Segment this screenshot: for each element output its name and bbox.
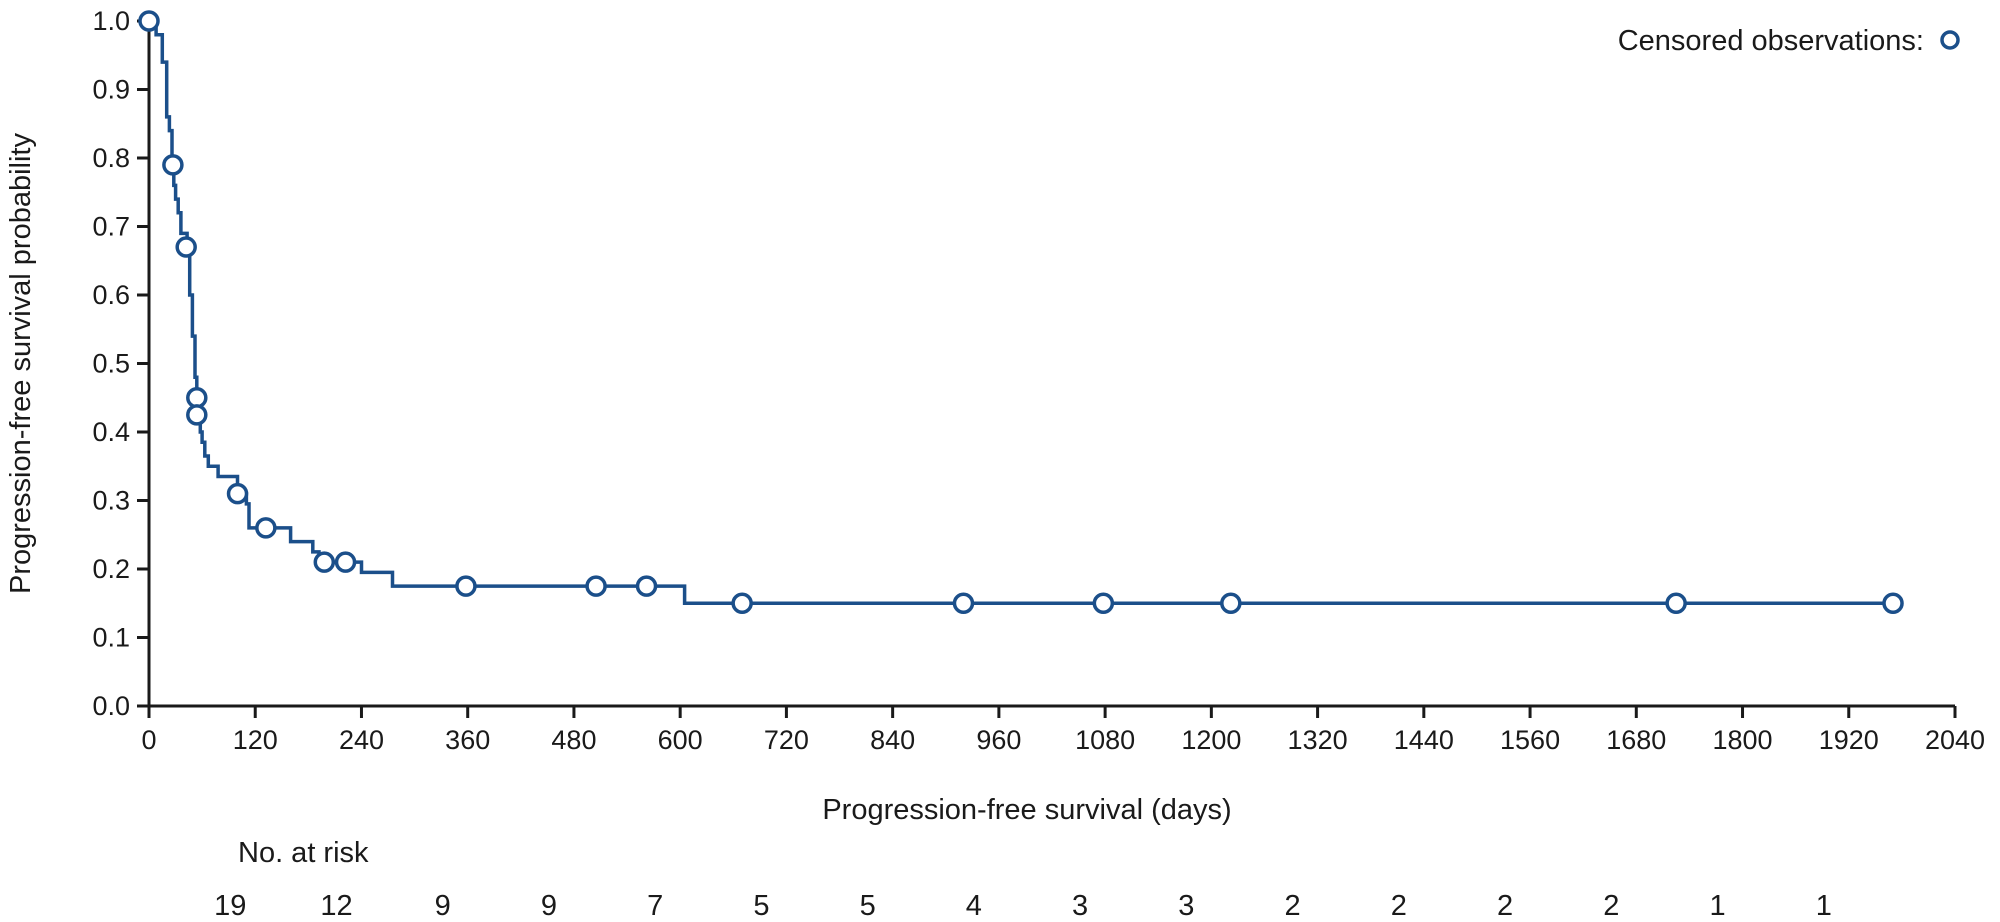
at-risk-count: 3 (1178, 890, 1194, 922)
x-tick-label: 960 (976, 725, 1021, 755)
at-risk-count: 2 (1603, 890, 1619, 922)
x-tick-label: 360 (445, 725, 490, 755)
x-tick-label: 1320 (1288, 725, 1348, 755)
at-risk-count: 9 (541, 890, 557, 922)
censor-marker (1665, 592, 1687, 614)
censor-marker (138, 10, 160, 32)
x-tick-label: 120 (233, 725, 278, 755)
at-risk-row: 19 12 9 9 7 5 5 4 3 3 2 2 2 2 1 1 (214, 890, 1832, 922)
plot-area (138, 10, 1904, 614)
y-tick-label: 0.2 (92, 554, 130, 584)
x-tick-label: 1680 (1606, 725, 1666, 755)
at-risk-count: 4 (966, 890, 982, 922)
censor-marker (585, 575, 607, 597)
at-risk-count: 7 (647, 890, 663, 922)
censor-marker (731, 592, 753, 614)
censor-marker (226, 482, 249, 505)
x-tick-label: 1200 (1181, 725, 1241, 755)
y-tick-label: 0.1 (92, 623, 130, 653)
at-risk-label: No. at risk (238, 837, 369, 869)
censor-marker (952, 592, 975, 614)
x-tick-label: 2040 (1925, 725, 1985, 755)
x-tick-label: 1080 (1075, 725, 1135, 755)
y-tick-label: 0.0 (92, 691, 130, 721)
y-axis-title-group: Progression-free survival probability (5, 133, 37, 594)
y-tick-label: 0.5 (92, 349, 130, 379)
x-tick-label: 600 (658, 725, 703, 755)
x-tick-label: 1800 (1712, 725, 1772, 755)
censor-marker (162, 154, 184, 176)
y-tick-label: 1.0 (92, 6, 130, 36)
at-risk-count: 12 (320, 890, 352, 922)
y-tick-label: 0.4 (92, 417, 130, 447)
censor-marker (255, 517, 277, 539)
x-tick-label: 0 (141, 725, 156, 755)
y-tick-label: 0.8 (92, 143, 130, 173)
y-tick-label: 0.6 (92, 280, 130, 310)
at-risk-count: 3 (1072, 890, 1088, 922)
x-tick-label: 480 (551, 725, 596, 755)
censor-marker (186, 387, 208, 409)
x-tick-label: 1440 (1394, 725, 1454, 755)
at-risk-count: 2 (1497, 890, 1513, 922)
x-tick-label: 240 (339, 725, 384, 755)
at-risk-count: 5 (753, 890, 769, 922)
at-risk-count: 1 (1816, 890, 1832, 922)
x-tick-label: 840 (870, 725, 915, 755)
censor-marker (1092, 592, 1115, 614)
survival-curve (149, 19, 1893, 606)
y-tick-label: 0.7 (92, 212, 130, 242)
y-tick-label: 0.9 (92, 75, 130, 105)
x-axis-title: Progression-free survival (days) (822, 794, 1231, 826)
legend-censor-marker (1940, 30, 1960, 50)
censor-marker (1882, 592, 1904, 614)
x-tick-label: 1560 (1500, 725, 1560, 755)
censor-marker (635, 575, 658, 597)
at-risk-count: 19 (214, 890, 246, 922)
legend-label: Censored observations: (1618, 25, 1924, 57)
x-tick-label: 1920 (1819, 725, 1879, 755)
legend: Censored observations: (1618, 25, 1960, 57)
censor-marker (186, 404, 208, 426)
at-risk-count: 5 (860, 890, 876, 922)
at-risk-count: 2 (1391, 890, 1407, 922)
axes: 0.0 0.1 0.2 0.3 0.4 0.5 0.6 0.7 0.8 0.9 1.0 0 120 240… (92, 6, 1985, 755)
y-axis-title: Progression-free survival probability (5, 133, 37, 594)
censor-marker (175, 236, 197, 258)
censor-marker (334, 551, 357, 573)
censor-marker (313, 551, 336, 573)
at-risk-count: 1 (1709, 890, 1725, 922)
y-tick-label: 0.3 (92, 486, 130, 516)
at-risk-count: 2 (1285, 890, 1301, 922)
censor-marker (1220, 592, 1242, 614)
at-risk-count: 9 (435, 890, 451, 922)
censor-marker (455, 575, 477, 597)
x-tick-label: 720 (764, 725, 809, 755)
